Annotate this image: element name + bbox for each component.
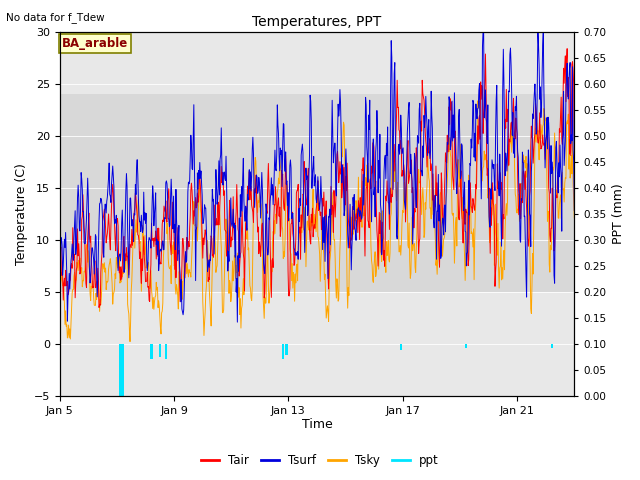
- Bar: [119, 344, 120, 396]
- X-axis label: Time: Time: [301, 419, 332, 432]
- Y-axis label: Temperature (C): Temperature (C): [15, 163, 28, 264]
- Text: No data for f_Tdew: No data for f_Tdew: [6, 12, 105, 23]
- Bar: [282, 344, 283, 359]
- Bar: [552, 344, 553, 348]
- Bar: [122, 344, 124, 396]
- Bar: [465, 344, 466, 348]
- Text: BA_arable: BA_arable: [62, 37, 129, 50]
- Bar: [160, 344, 161, 357]
- Bar: [551, 344, 552, 348]
- Bar: [123, 344, 124, 396]
- Bar: [164, 344, 166, 359]
- Bar: [121, 344, 122, 396]
- Legend: Tair, Tsurf, Tsky, ppt: Tair, Tsurf, Tsky, ppt: [196, 449, 444, 472]
- Bar: [150, 344, 151, 359]
- Bar: [286, 344, 287, 355]
- Bar: [120, 344, 122, 396]
- Bar: [283, 344, 284, 359]
- Bar: [165, 344, 166, 359]
- Bar: [552, 344, 553, 348]
- Bar: [166, 344, 167, 359]
- Bar: [122, 344, 123, 396]
- Bar: [285, 344, 286, 355]
- Bar: [152, 344, 153, 359]
- Bar: [151, 344, 152, 359]
- Bar: [401, 344, 402, 350]
- Bar: [466, 344, 467, 348]
- Bar: [159, 344, 160, 357]
- Y-axis label: PPT (mm): PPT (mm): [612, 183, 625, 244]
- Bar: [60, 94, 574, 292]
- Bar: [400, 344, 401, 350]
- Title: Temperatures, PPT: Temperatures, PPT: [252, 15, 381, 29]
- Bar: [120, 344, 121, 396]
- Bar: [400, 344, 401, 350]
- Bar: [287, 344, 288, 355]
